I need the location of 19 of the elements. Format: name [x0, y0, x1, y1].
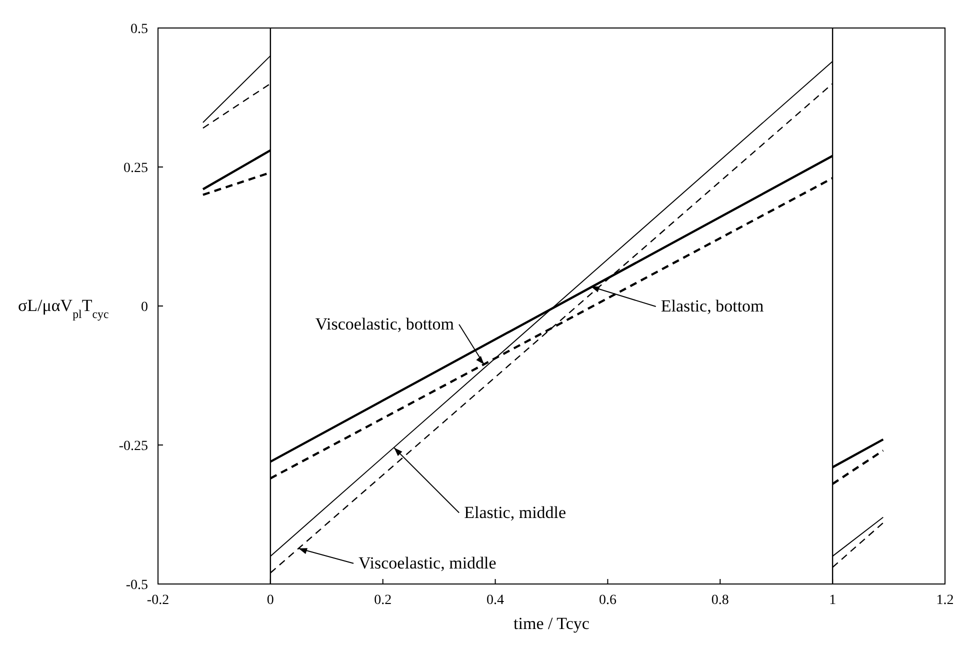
x-axis-title: time / Tcyc: [514, 614, 590, 633]
y-tick-label: -0.25: [118, 439, 148, 454]
x-tick-label: 1.2: [936, 593, 954, 608]
x-tick-label: 0: [266, 593, 274, 608]
x-tick-label: 0.4: [486, 593, 504, 608]
y-axis-title: σL/μαV$_{pl}$T$_{cyc}$: [18, 296, 109, 321]
annotation: Elastic, bottom: [660, 296, 764, 316]
y-tick-label: 0.5: [130, 22, 148, 37]
x-tick-label: 0.6: [598, 593, 616, 608]
y-tick-label: -0.5: [126, 578, 148, 593]
x-tick-label: 0.2: [374, 593, 392, 608]
annotation: Viscoelastic, bottom: [315, 314, 454, 334]
x-tick-label: 1: [829, 593, 836, 608]
x-tick-label: -0.2: [146, 593, 170, 608]
x-tick-label: 0.8: [711, 593, 729, 608]
annotation: Viscoelastic, middle: [358, 553, 496, 572]
y-tick-label: 0.25: [124, 161, 148, 176]
y-tick-label: 0: [141, 300, 148, 315]
annotation: Elastic, middle: [464, 502, 566, 522]
